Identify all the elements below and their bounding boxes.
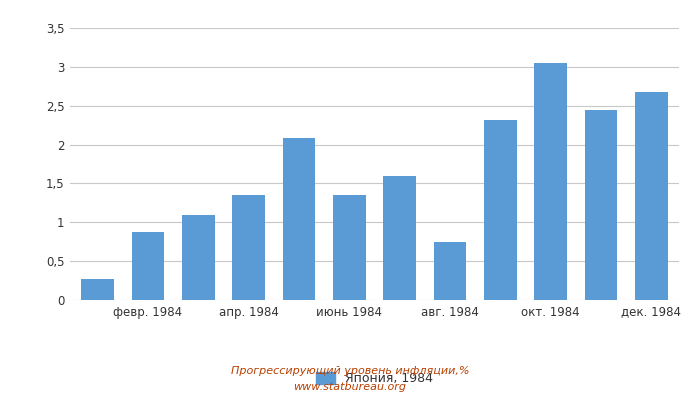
Bar bbox=[132, 232, 164, 300]
Bar bbox=[484, 120, 517, 300]
Bar bbox=[635, 92, 668, 300]
Bar bbox=[182, 214, 215, 300]
Bar bbox=[384, 176, 416, 300]
Bar bbox=[333, 195, 365, 300]
Bar bbox=[433, 242, 466, 300]
Bar bbox=[283, 138, 316, 300]
Bar bbox=[232, 195, 265, 300]
Text: www.statbureau.org: www.statbureau.org bbox=[293, 382, 407, 392]
Bar bbox=[81, 279, 114, 300]
Bar bbox=[584, 110, 617, 300]
Legend: Япония, 1984: Япония, 1984 bbox=[310, 366, 439, 392]
Text: Прогрессирующий уровень инфляции,%: Прогрессирующий уровень инфляции,% bbox=[231, 366, 469, 376]
Bar bbox=[534, 63, 567, 300]
